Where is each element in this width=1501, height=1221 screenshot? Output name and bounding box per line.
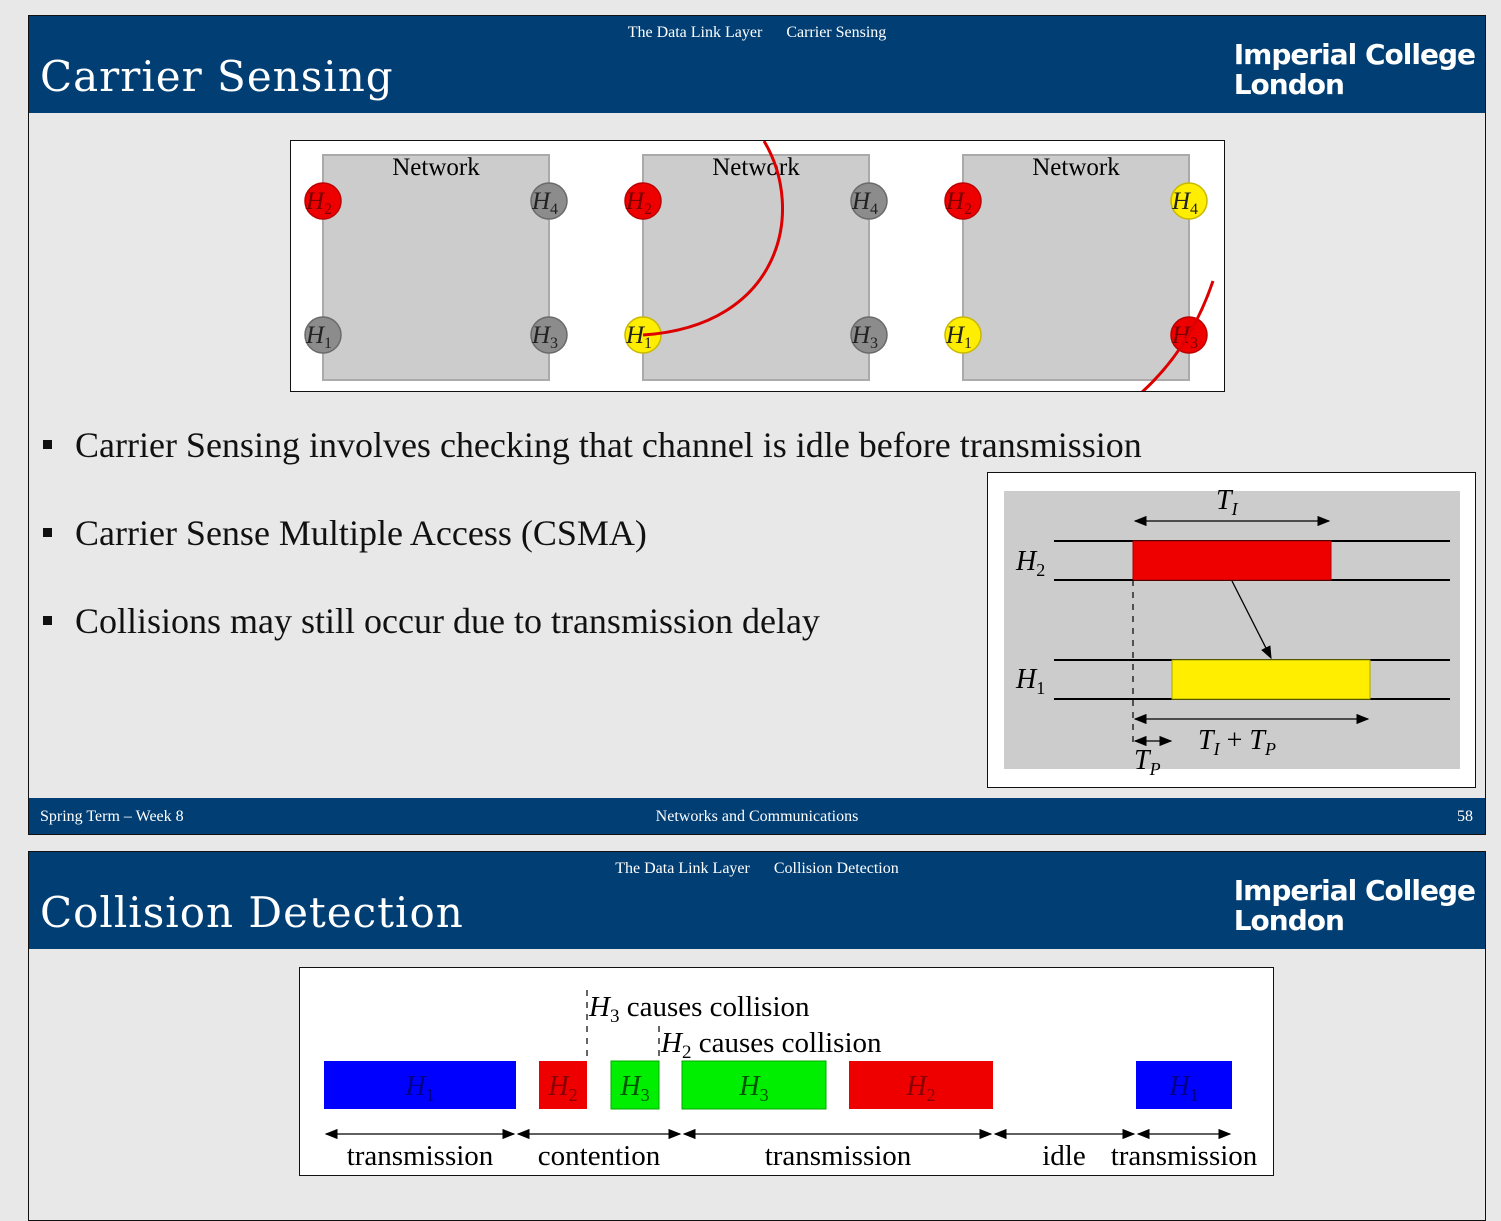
network-label: Network: [1032, 154, 1120, 181]
bullet-item: Carrier Sense Multiple Access (CSMA): [41, 512, 1142, 600]
host-node: [530, 316, 568, 354]
period-label-idle: idle: [1042, 1140, 1086, 1172]
imperial-logo: Imperial College London: [1233, 874, 1476, 937]
ti-plus-tp-label: TI + TP: [1198, 725, 1276, 759]
block-h3-contention: [610, 1060, 660, 1110]
block-label: H1: [1168, 1071, 1198, 1105]
breadcrumb: The Data Link Layer Collision Detection: [29, 860, 1485, 878]
bullet-item: Collisions may still occur due to transm…: [41, 600, 1142, 688]
logo-line-1: Imperial College: [1233, 874, 1476, 907]
host-label: H3: [851, 322, 878, 352]
block-label: H2: [905, 1071, 935, 1105]
host-label: H4: [851, 188, 878, 218]
host-label: H1: [625, 322, 652, 352]
tp-label: TP: [1134, 745, 1161, 779]
annotation-h2-collision: H2 causes collision: [660, 1027, 882, 1063]
timing-figure-svg: TI H2 H1 TI + TP TP: [1004, 485, 1460, 779]
slide-header: The Data Link Layer Collision Detection C…: [29, 852, 1485, 949]
logo-line-1: Imperial College: [1233, 38, 1476, 71]
bullet-item: Carrier Sensing involves checking that c…: [41, 424, 1142, 512]
period-label-transmission: transmission: [347, 1140, 494, 1172]
signal-wave-1: [642, 141, 784, 337]
logo-line-2: London: [1233, 904, 1345, 937]
period-label-transmission: transmission: [1111, 1140, 1258, 1172]
host-label: H1: [945, 322, 972, 352]
host-node: [850, 182, 888, 220]
network-label: Network: [392, 154, 480, 181]
slide-collision-detection: The Data Link Layer Collision Detection C…: [28, 851, 1486, 1221]
host-node: [850, 316, 888, 354]
slide-title: Carrier Sensing: [40, 52, 394, 101]
bullet-text: Collisions may still occur due to transm…: [75, 601, 820, 641]
block-label: H1: [404, 1071, 434, 1105]
block-h2-contention: [539, 1061, 587, 1109]
network-box: [962, 154, 1190, 381]
host-label: H4: [531, 188, 558, 218]
host-node: [530, 182, 568, 220]
host-node: [944, 316, 982, 354]
breadcrumb: The Data Link Layer Carrier Sensing: [29, 24, 1485, 42]
h2-label: H2: [1015, 546, 1045, 580]
footer-course: Networks and Communications: [655, 808, 859, 825]
block-h1-final: [1136, 1061, 1232, 1109]
host-label: H1: [305, 322, 332, 352]
host-label: H2: [945, 188, 972, 218]
breadcrumb-section: The Data Link Layer: [627, 24, 763, 41]
breadcrumb-subsection: Collision Detection: [773, 860, 899, 877]
h1-label: H1: [1015, 664, 1045, 698]
bullet-marker: [43, 440, 52, 449]
footer-term: Spring Term – Week 8: [40, 808, 184, 825]
host-label: H2: [625, 188, 652, 218]
bullet-marker: [43, 528, 52, 537]
block-label: H3: [738, 1071, 768, 1105]
host-node: [1170, 182, 1208, 220]
host-node: [944, 182, 982, 220]
slide-footer: Spring Term – Week 8 Networks and Commun…: [29, 798, 1485, 834]
collision-figure: H1 H2 H3 H3 H2 H1 H3 causes collision H2…: [299, 967, 1274, 1176]
h1-transmission-bar: [1171, 659, 1371, 700]
bullet-text: Carrier Sensing involves checking that c…: [75, 425, 1142, 465]
host-node: [304, 182, 342, 220]
period-label-transmission: transmission: [765, 1140, 912, 1172]
network-figure-svg: Network H2 H4 H1 H3 Network H2 H4 H1 H3 Network H2 H…: [304, 141, 1215, 391]
footer-page-number: 58: [1457, 808, 1473, 825]
ti-label: TI: [1216, 485, 1239, 519]
network-label: Network: [712, 154, 800, 181]
collision-figure-svg: H1 H2 H3 H3 H2 H1 H3 causes collision H2…: [324, 990, 1258, 1172]
host-label: H3: [1171, 322, 1198, 352]
network-box: [322, 154, 550, 381]
signal-wave-2: [1140, 280, 1215, 391]
annotation-h3-collision: H3 causes collision: [588, 991, 810, 1027]
logo-line-2: London: [1233, 68, 1345, 101]
bullet-text: Carrier Sense Multiple Access (CSMA): [75, 513, 647, 553]
period-label-contention: contention: [538, 1140, 661, 1172]
propagation-arrow: [1231, 580, 1272, 660]
network-box: [642, 154, 870, 381]
network-figure: Network H2 H4 H1 H3 Network H2 H4 H1 H3 Network H2 H…: [290, 140, 1225, 392]
slide-header: The Data Link Layer Carrier Sensing Carri…: [29, 16, 1485, 113]
block-label: H2: [547, 1071, 577, 1105]
imperial-logo: Imperial College London: [1233, 38, 1476, 101]
block-h1-transmission: [324, 1061, 516, 1109]
block-h2-transmission: [849, 1061, 993, 1109]
block-label: H3: [619, 1071, 649, 1105]
block-h3-transmission: [681, 1060, 827, 1110]
bullet-marker: [43, 616, 52, 625]
h2-transmission-bar: [1132, 540, 1332, 581]
host-label: H4: [1171, 188, 1198, 218]
host-node: [624, 182, 662, 220]
slide-title: Collision Detection: [40, 888, 464, 937]
host-label: H3: [531, 322, 558, 352]
bullet-list: Carrier Sensing involves checking that c…: [41, 424, 1142, 688]
breadcrumb-subsection: Carrier Sensing: [786, 24, 887, 41]
slide-carrier-sensing: The Data Link Layer Carrier Sensing Carri…: [28, 15, 1486, 835]
breadcrumb-section: The Data Link Layer: [615, 860, 750, 877]
host-node: [304, 316, 342, 354]
host-label: H2: [305, 188, 332, 218]
timing-figure: TI H2 H1 TI + TP TP: [987, 472, 1476, 788]
